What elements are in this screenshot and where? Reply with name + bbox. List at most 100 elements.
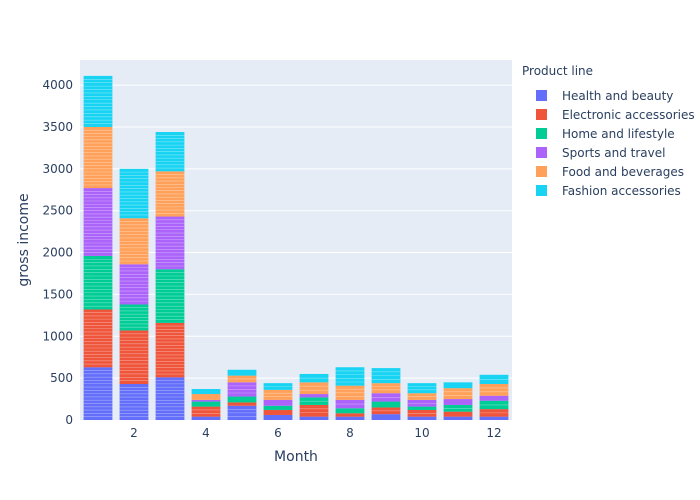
- bar-segment-health-and-beauty[interactable]: [83, 367, 113, 420]
- bar-segment-electronic-accessories[interactable]: [443, 411, 473, 417]
- bar-segment-sports-and-travel[interactable]: [407, 399, 437, 407]
- y-tick-label: 3500: [42, 120, 73, 134]
- bar-segment-electronic-accessories[interactable]: [371, 407, 401, 415]
- bar-segment-health-and-beauty[interactable]: [191, 416, 221, 420]
- bar-segment-food-and-beverages[interactable]: [299, 382, 329, 395]
- legend-item-electronic-accessories[interactable]: Electronic accessories: [536, 105, 695, 124]
- bar-segment-fashion-accessories[interactable]: [263, 383, 293, 390]
- bar-segment-food-and-beverages[interactable]: [443, 388, 473, 400]
- legend-swatch: [536, 147, 547, 158]
- bar-segment-home-and-lifestyle[interactable]: [119, 304, 149, 331]
- legend-swatch: [536, 109, 547, 120]
- y-tick-label: 2000: [42, 246, 73, 260]
- plot-area: [80, 60, 512, 420]
- bar-segment-electronic-accessories[interactable]: [299, 404, 329, 417]
- legend-item-food-and-beverages[interactable]: Food and beverages: [536, 162, 695, 181]
- bar-segment-health-and-beauty[interactable]: [371, 414, 401, 420]
- bar-segment-fashion-accessories[interactable]: [443, 382, 473, 389]
- legend-label: Home and lifestyle: [562, 126, 675, 141]
- gridlines: [80, 84, 512, 379]
- bar-segment-sports-and-travel[interactable]: [227, 382, 257, 397]
- y-tick-label: 2500: [42, 204, 73, 218]
- bar-segment-fashion-accessories[interactable]: [479, 374, 509, 384]
- y-tick-label: 500: [50, 371, 73, 385]
- bar-segment-health-and-beauty[interactable]: [335, 416, 365, 420]
- bar-segment-health-and-beauty[interactable]: [479, 416, 509, 420]
- bar-segment-food-and-beverages[interactable]: [155, 171, 185, 217]
- bar-segment-home-and-lifestyle[interactable]: [263, 405, 293, 410]
- legend-item-fashion-accessories[interactable]: Fashion accessories: [536, 181, 695, 200]
- bar-segment-home-and-lifestyle[interactable]: [443, 404, 473, 412]
- legend-swatch: [536, 128, 547, 139]
- bar-segment-health-and-beauty[interactable]: [299, 416, 329, 420]
- bar-segment-health-and-beauty[interactable]: [443, 416, 473, 420]
- bar-segment-food-and-beverages[interactable]: [371, 383, 401, 394]
- bar-segment-food-and-beverages[interactable]: [191, 394, 221, 400]
- bar-segment-sports-and-travel[interactable]: [371, 393, 401, 402]
- y-tick-label: 1500: [42, 287, 73, 301]
- bar-segment-home-and-lifestyle[interactable]: [479, 400, 509, 410]
- legend-item-sports-and-travel[interactable]: Sports and travel: [536, 143, 695, 162]
- bar-segment-sports-and-travel[interactable]: [191, 399, 221, 402]
- x-tick-label: 10: [414, 426, 429, 440]
- bar-segment-sports-and-travel[interactable]: [263, 399, 293, 406]
- bar-segment-electronic-accessories[interactable]: [263, 409, 293, 415]
- bar-segment-fashion-accessories[interactable]: [335, 367, 365, 386]
- x-axis-ticks: 2 4 6 8 10 12: [130, 426, 501, 440]
- bar-segment-home-and-lifestyle[interactable]: [83, 255, 113, 310]
- bar-segment-home-and-lifestyle[interactable]: [227, 396, 257, 403]
- bar-segment-electronic-accessories[interactable]: [335, 413, 365, 417]
- bar-segment-food-and-beverages[interactable]: [335, 385, 365, 400]
- bar-segment-health-and-beauty[interactable]: [155, 377, 185, 420]
- bar-segment-home-and-lifestyle[interactable]: [335, 408, 365, 414]
- bar-segment-health-and-beauty[interactable]: [407, 416, 437, 420]
- legend-label: Fashion accessories: [562, 183, 681, 198]
- bar-segment-sports-and-travel[interactable]: [299, 394, 329, 398]
- bar-segment-food-and-beverages[interactable]: [479, 384, 509, 396]
- bar-segment-sports-and-travel[interactable]: [443, 399, 473, 405]
- bar-segment-home-and-lifestyle[interactable]: [299, 397, 329, 405]
- x-tick-label: 2: [130, 426, 138, 440]
- bar-segment-food-and-beverages[interactable]: [83, 126, 113, 189]
- bar-segment-fashion-accessories[interactable]: [119, 168, 149, 219]
- bar-segment-electronic-accessories[interactable]: [119, 330, 149, 384]
- bar-segment-fashion-accessories[interactable]: [191, 389, 221, 395]
- bar-segment-electronic-accessories[interactable]: [83, 309, 113, 368]
- bar-segment-fashion-accessories[interactable]: [155, 132, 185, 172]
- legend-swatch: [536, 166, 547, 177]
- bar-segment-fashion-accessories[interactable]: [83, 75, 113, 127]
- bar-segment-health-and-beauty[interactable]: [119, 384, 149, 420]
- bar-segment-fashion-accessories[interactable]: [371, 368, 401, 384]
- bar-segment-home-and-lifestyle[interactable]: [155, 269, 185, 323]
- bars: [83, 75, 509, 420]
- legend-item-home-and-lifestyle[interactable]: Home and lifestyle: [536, 124, 695, 143]
- bar-segment-fashion-accessories[interactable]: [299, 373, 329, 383]
- bar-segment-home-and-lifestyle[interactable]: [191, 401, 221, 407]
- bar-segment-electronic-accessories[interactable]: [227, 402, 257, 406]
- legend-item-health-and-beauty[interactable]: Health and beauty: [536, 86, 695, 105]
- bar-segment-sports-and-travel[interactable]: [119, 264, 149, 305]
- bar-segment-food-and-beverages[interactable]: [227, 375, 257, 383]
- bar-segment-fashion-accessories[interactable]: [407, 383, 437, 394]
- bar-segment-food-and-beverages[interactable]: [119, 218, 149, 265]
- bar-segment-sports-and-travel[interactable]: [335, 399, 365, 409]
- bar-segment-health-and-beauty[interactable]: [263, 414, 293, 420]
- x-tick-label: 8: [346, 426, 354, 440]
- bar-segment-food-and-beverages[interactable]: [263, 389, 293, 400]
- bar-segment-fashion-accessories[interactable]: [227, 369, 257, 376]
- y-tick-label: 3000: [42, 162, 73, 176]
- bar-segment-health-and-beauty[interactable]: [227, 405, 257, 420]
- bar-segment-sports-and-travel[interactable]: [155, 216, 185, 270]
- bar-segment-sports-and-travel[interactable]: [479, 395, 509, 401]
- bar-segment-home-and-lifestyle[interactable]: [407, 406, 437, 410]
- bar-segment-electronic-accessories[interactable]: [155, 322, 185, 378]
- bar-segment-electronic-accessories[interactable]: [407, 409, 437, 417]
- bar-segment-electronic-accessories[interactable]: [479, 409, 509, 417]
- bar-segment-sports-and-travel[interactable]: [83, 188, 113, 256]
- legend-label: Health and beauty: [562, 88, 674, 103]
- legend-swatch: [536, 90, 547, 101]
- bar-segment-home-and-lifestyle[interactable]: [371, 401, 401, 408]
- legend-label: Food and beverages: [562, 164, 685, 179]
- bar-segment-electronic-accessories[interactable]: [191, 406, 221, 417]
- bar-segment-food-and-beverages[interactable]: [407, 393, 437, 400]
